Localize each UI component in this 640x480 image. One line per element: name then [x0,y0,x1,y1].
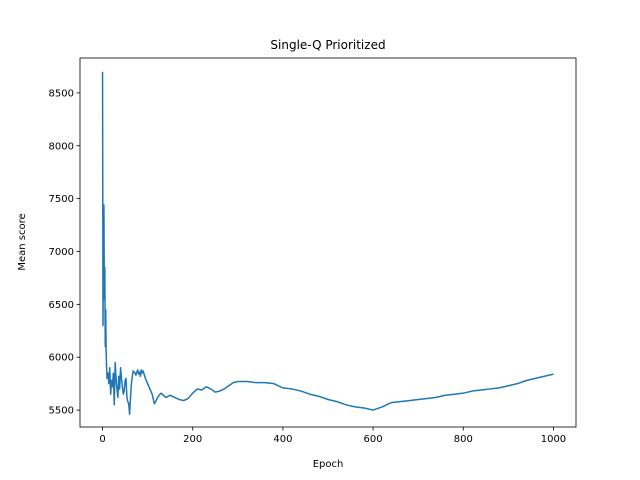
y-tick-label: 7000 [49,247,74,258]
series-line-0 [101,71,554,416]
y-axis-label: Mean score [17,213,28,270]
y-tick-label: 6500 [49,300,74,311]
x-tick-label: 1000 [541,434,566,445]
y-tick-label: 8000 [49,141,74,152]
x-tick-label: 800 [454,434,473,445]
x-tick-label: 0 [99,434,105,445]
y-tick-label: 8500 [49,88,74,99]
plot-frame [79,57,577,428]
x-tick-label: 600 [364,434,383,445]
chart-title: Single-Q Prioritized [270,38,385,52]
y-tick-label: 6000 [49,353,74,364]
x-tick-label: 200 [183,434,202,445]
y-tick-label: 7500 [49,194,74,205]
plot-area: 0 200 400 600 800 1000 5500 6000 6500 7000 7500 800… [49,57,577,445]
x-axis-label: Epoch [313,459,344,470]
x-tick-label: 400 [273,434,292,445]
y-tick-label: 5500 [49,406,74,417]
